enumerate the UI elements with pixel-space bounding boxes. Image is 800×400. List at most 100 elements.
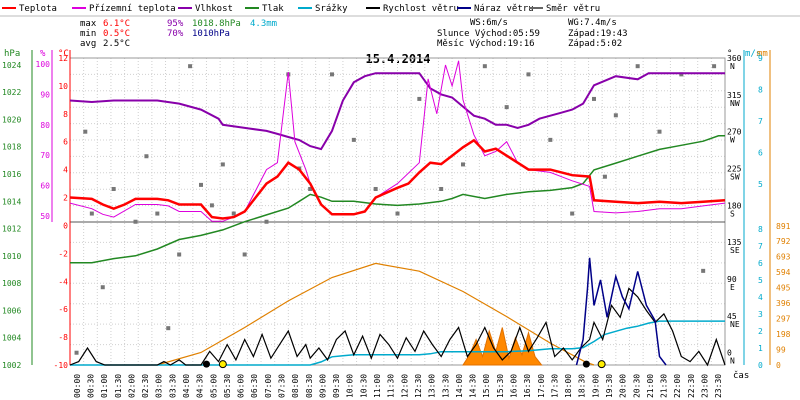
- series-dir-point: [133, 219, 138, 224]
- summary-label-avg: avg: [80, 39, 96, 49]
- marker-moonrise: [582, 360, 590, 368]
- series-dir-point: [231, 211, 236, 216]
- tick-temp: 8: [63, 110, 68, 119]
- tick-hpa: 1002: [2, 361, 21, 370]
- series-dir-point: [111, 186, 116, 191]
- series-gust: [575, 257, 667, 366]
- tick-temp: 6: [63, 138, 68, 147]
- tick-hpa: 1018: [2, 143, 21, 152]
- tick-temp: 2: [63, 194, 68, 203]
- tick-ms: 0: [758, 361, 763, 370]
- tick-mm: 99: [776, 346, 786, 355]
- tick-time: 21:30: [660, 374, 669, 398]
- series-dir-point: [144, 154, 149, 159]
- axis-title-ms: m/s: [745, 49, 761, 59]
- tick-ms: 4: [758, 293, 763, 302]
- tick-time: 03:00: [155, 374, 164, 398]
- tick-time: 06:30: [250, 374, 259, 398]
- tick-time: 16:00: [509, 374, 518, 398]
- tick-dir-compass: W: [730, 136, 735, 145]
- tick-dir: 225: [727, 165, 742, 174]
- legend-label-feels: Přízemní teplota: [89, 4, 176, 14]
- tick-time: 17:30: [550, 374, 559, 398]
- tick-time: 12:00: [400, 374, 409, 398]
- tick-ms: 8: [758, 225, 763, 234]
- series-dir-point: [417, 96, 422, 101]
- summary-ws: WS:6m/s: [470, 18, 508, 28]
- tick-hpa: 1008: [2, 279, 21, 288]
- tick-dir-compass: S: [730, 209, 735, 218]
- series-dir-point: [439, 186, 444, 191]
- tick-time: 08:00: [291, 374, 300, 398]
- tick-mm: 495: [776, 284, 791, 293]
- series-feels: [69, 60, 726, 222]
- tick-ms: 5: [758, 180, 763, 189]
- series-dir-point: [199, 182, 203, 187]
- marker-moonset: [202, 360, 210, 368]
- tick-hpa: 1020: [2, 115, 21, 124]
- tick-time: 19:00: [591, 374, 600, 398]
- tick-ms: 2: [758, 327, 763, 336]
- tick-time: 12:30: [414, 374, 423, 398]
- data-series: [69, 60, 726, 369]
- series-dir-point: [155, 211, 160, 216]
- tick-time: 16:30: [523, 374, 532, 398]
- tick-temp: -6: [58, 305, 68, 314]
- tick-hpa: 1014: [2, 197, 21, 206]
- tick-mm: 396: [776, 299, 791, 308]
- series-dir-point: [679, 72, 684, 77]
- tick-time: 03:30: [168, 374, 177, 398]
- tick-time: 13:30: [441, 374, 450, 398]
- legend-label-temp: Teplota: [19, 4, 57, 14]
- tick-ms: 8: [758, 86, 763, 95]
- tick-temp: 4: [63, 166, 68, 175]
- axes: hPa% °C1024102210201018101610141012101010…: [2, 49, 791, 398]
- series-dir-point: [526, 72, 531, 77]
- series-temp: [69, 138, 726, 220]
- tick-mm: 891: [776, 222, 791, 231]
- tick-time: 20:00: [619, 374, 628, 398]
- series-wind: [69, 287, 726, 367]
- series-dir-point: [330, 72, 334, 77]
- axis-title-mm: mm: [757, 49, 768, 59]
- series-dir-point: [548, 137, 553, 142]
- tick-hpa: 1022: [2, 88, 21, 97]
- series-dir-point: [701, 268, 706, 273]
- legend: Teplota Přízemní teplota Vlhkost Tlak Srážky…: [0, 4, 800, 17]
- tick-time: 17:00: [537, 374, 546, 398]
- tick-dir: 90: [727, 275, 737, 284]
- tick-mm: 693: [776, 253, 791, 262]
- series-dir-point: [166, 326, 171, 331]
- series-dir-point: [177, 252, 182, 257]
- legend-entry-wind: Rychlost větru: [366, 4, 459, 14]
- series-dir-point: [74, 350, 79, 355]
- summary-value: 1010hPa: [192, 29, 230, 39]
- summary-value: 95%: [167, 19, 184, 29]
- tick-time: 15:30: [496, 374, 505, 398]
- legend-entry-temp: Teplota: [2, 4, 57, 14]
- tick-time: 14:30: [469, 374, 478, 398]
- series-pressure: [70, 135, 725, 264]
- tick-time: 11:30: [387, 374, 396, 398]
- tick-time: 01:00: [100, 374, 109, 398]
- tick-time: 06:00: [237, 374, 246, 398]
- tick-dir-compass: N: [730, 62, 735, 71]
- series-dir-point: [100, 285, 105, 290]
- marker-sunrise: [218, 360, 227, 369]
- series-dir-point: [570, 211, 575, 216]
- tick-dir: 315: [727, 91, 742, 100]
- tick-time: 07:00: [264, 374, 273, 398]
- tick-hpa: 1004: [2, 334, 21, 343]
- summary-moonset: Západ:5:02: [568, 39, 622, 49]
- tick-time: 23:00: [701, 374, 710, 398]
- tick-dir-compass: E: [730, 283, 735, 292]
- tick-temp: 10: [58, 82, 68, 91]
- tick-dir: 135: [727, 238, 742, 247]
- series-dir-point: [89, 211, 94, 216]
- tick-time: 00:30: [86, 374, 95, 398]
- series-dir-point: [395, 211, 400, 216]
- tick-time: 09:00: [318, 374, 327, 398]
- tick-pct: 50: [40, 212, 50, 221]
- summary-value: 0.5°C: [103, 29, 130, 39]
